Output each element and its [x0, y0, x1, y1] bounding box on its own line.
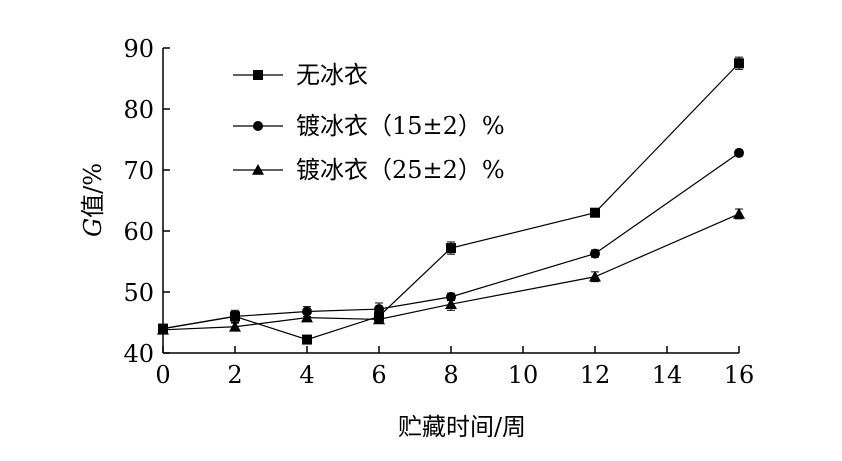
legend-label: 镀冰衣（25±2）% [296, 156, 505, 184]
legend-label: 无冰衣 [296, 61, 368, 89]
y-tick-label: 50 [123, 279, 154, 307]
y-tick-label: 90 [123, 35, 154, 63]
data-point [734, 58, 744, 69]
data-point [301, 311, 313, 323]
y-tick-label: 80 [123, 96, 154, 124]
data-point [733, 207, 745, 219]
data-point [446, 243, 456, 254]
legend-marker [253, 121, 263, 131]
data-point [230, 311, 240, 322]
legend-item: 镀冰衣（15±2）% [233, 112, 505, 140]
y-axis-ticks: 40 50 60 70 80 90 [123, 35, 170, 368]
x-tick-label: 14 [652, 361, 683, 389]
data-point [374, 304, 384, 315]
x-axis-ticks: 0 2 4 6 8 10 12 14 16 [155, 346, 754, 389]
y-axis-title-variable: G [79, 218, 107, 237]
data-point [590, 248, 600, 259]
legend-label: 镀冰衣（15±2）% [296, 112, 505, 140]
data-point [590, 207, 600, 218]
legend-marker [252, 164, 264, 175]
data-point [229, 320, 241, 332]
y-axis-title: G值/% [79, 163, 107, 237]
x-tick-label: 2 [227, 361, 242, 389]
data-point [302, 334, 312, 345]
legend-item: 无冰衣 [233, 61, 368, 89]
y-tick-label: 60 [123, 218, 154, 246]
x-tick-label: 12 [580, 361, 611, 389]
x-tick-label: 10 [508, 361, 539, 389]
x-tick-label: 8 [443, 361, 458, 389]
legend-item: 镀冰衣（25±2）% [233, 156, 505, 184]
y-axis-title-unit: 值/% [79, 163, 107, 218]
x-tick-label: 16 [724, 361, 755, 389]
data-point [734, 147, 744, 158]
series-layer [157, 56, 745, 345]
data-point [446, 291, 456, 302]
series-3 [157, 207, 745, 335]
series-line [162, 213, 740, 331]
y-tick-label: 70 [123, 157, 154, 185]
x-tick-label: 6 [371, 361, 386, 389]
data-point [373, 313, 385, 325]
data-point [589, 270, 601, 282]
x-axis-title: 贮藏时间/周 [398, 413, 526, 441]
y-tick-label: 40 [123, 340, 154, 368]
x-tick-label: 0 [155, 361, 170, 389]
x-tick-label: 4 [299, 361, 314, 389]
legend-marker [253, 70, 263, 80]
data-point [157, 323, 169, 335]
data-point [445, 298, 457, 309]
